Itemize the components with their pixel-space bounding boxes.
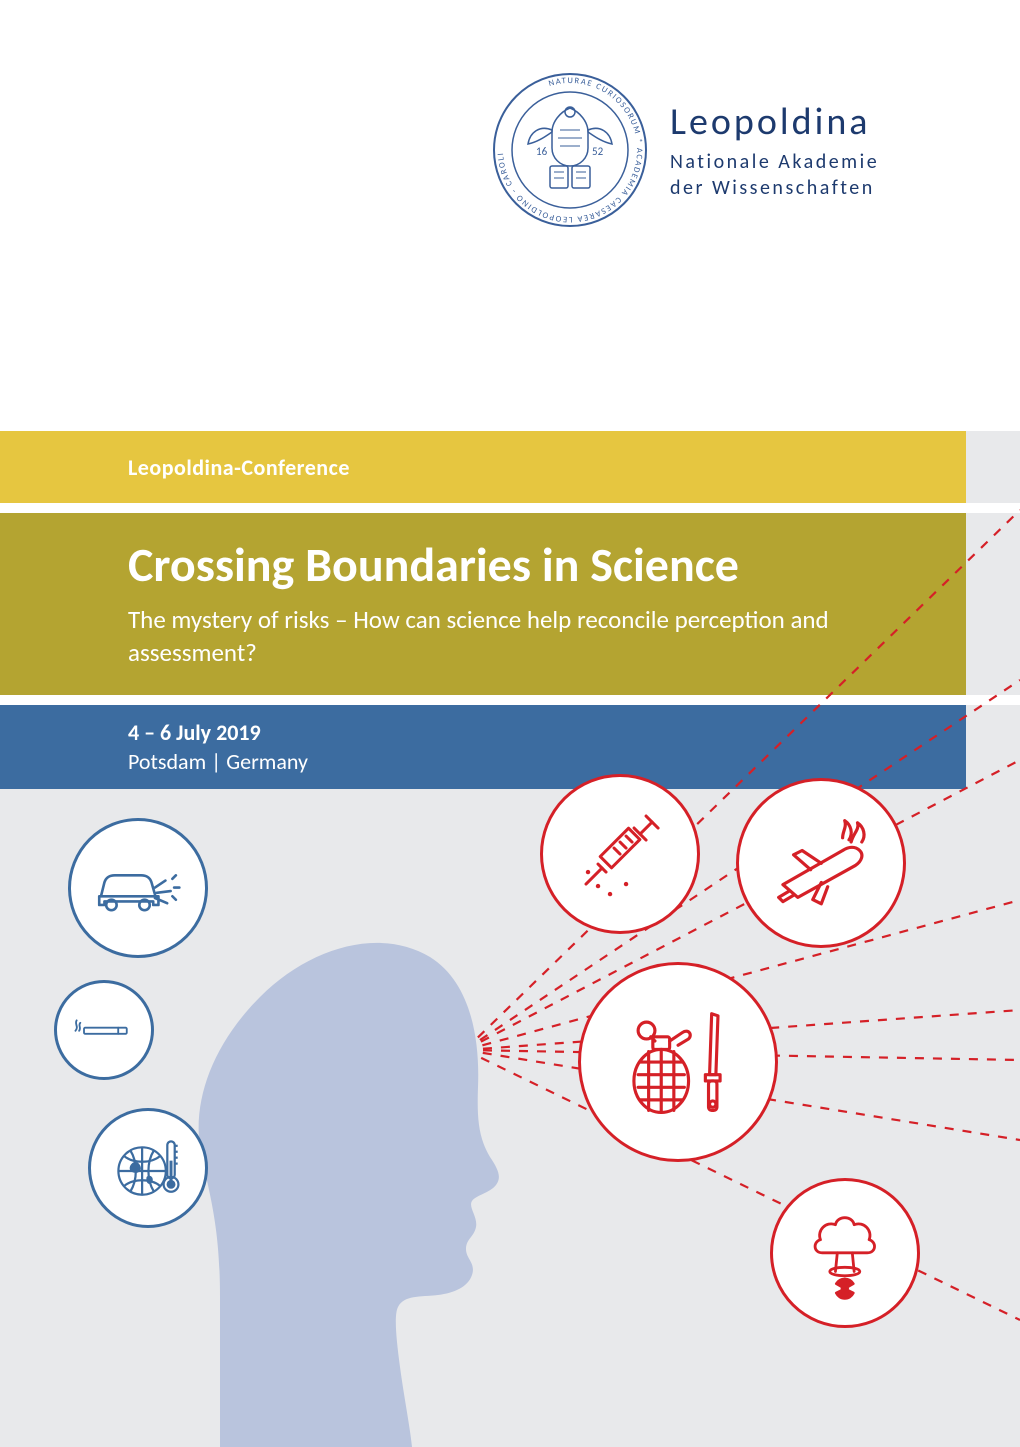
band-gap-1 xyxy=(0,503,1020,513)
syringe-icon xyxy=(540,774,700,934)
date: 4 – 6 July 2019 xyxy=(128,719,926,746)
svg-text:52: 52 xyxy=(592,145,604,158)
plane-crash-icon xyxy=(736,778,906,948)
leopoldina-seal-icon: NATURAE CURIOSORUM * ACADEMIA CAESAREA L… xyxy=(490,70,650,230)
grenade-knife-icon xyxy=(578,962,778,1162)
conference-label: Leopoldina-Conference xyxy=(128,454,350,481)
head-silhouette-icon xyxy=(180,867,540,1447)
band-date-location: 4 – 6 July 2019 Potsdam | Germany xyxy=(0,705,966,789)
logo-sub1: Nationale Akademie xyxy=(670,149,879,175)
subtitle: The mystery of risks – How can science h… xyxy=(128,604,886,669)
main-title: Crossing Boundaries in Science xyxy=(128,535,886,594)
logo-name: Leopoldina xyxy=(670,99,879,145)
logo: NATURAE CURIOSORUM * ACADEMIA CAESAREA L… xyxy=(490,70,879,230)
location: Potsdam | Germany xyxy=(128,748,926,775)
svg-text:16: 16 xyxy=(536,145,548,158)
cigarette-icon xyxy=(54,980,154,1080)
band-gap-2 xyxy=(0,695,1020,705)
globe-thermometer-icon xyxy=(88,1108,208,1228)
logo-sub2: der Wissenschaften xyxy=(670,175,879,201)
logo-text: Leopoldina Nationale Akademie der Wissen… xyxy=(670,99,879,201)
band-conference-label: Leopoldina-Conference xyxy=(0,431,966,503)
car-crash-icon xyxy=(68,818,208,958)
mushroom-cloud-icon xyxy=(770,1178,920,1328)
band-title: Crossing Boundaries in Science The myste… xyxy=(0,513,966,695)
